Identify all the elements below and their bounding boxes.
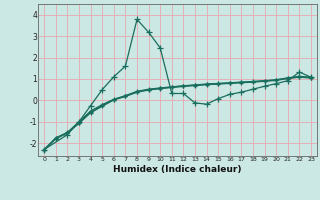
X-axis label: Humidex (Indice chaleur): Humidex (Indice chaleur) (113, 165, 242, 174)
